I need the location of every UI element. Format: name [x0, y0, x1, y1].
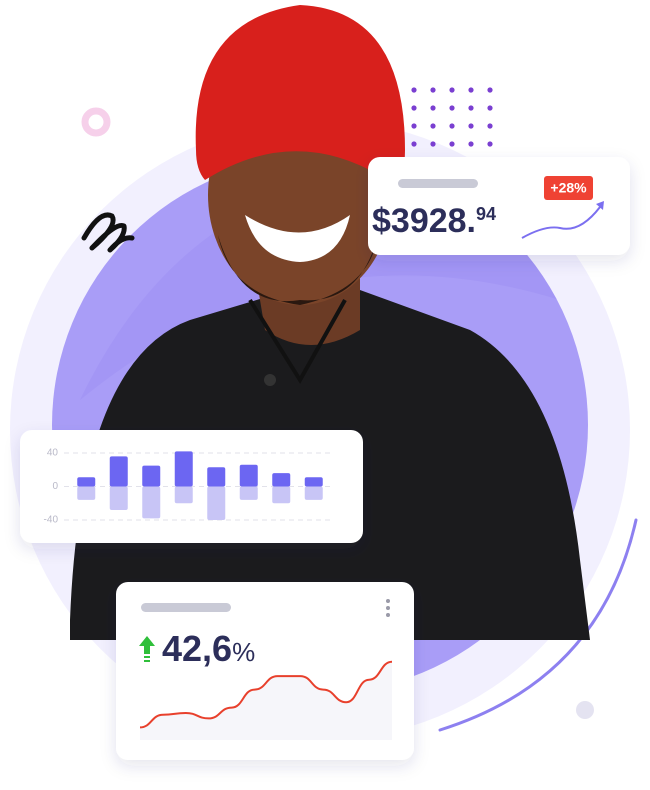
bar [174, 486, 193, 504]
trend-arrow [596, 201, 604, 210]
amount: $3928.94 [372, 202, 496, 240]
dot [411, 87, 417, 93]
dot-grid [411, 87, 493, 147]
dot [468, 105, 474, 111]
dot [411, 141, 417, 147]
area [140, 661, 392, 740]
dot-deco [576, 701, 594, 719]
bar [272, 473, 291, 487]
bar [109, 456, 128, 487]
bar [239, 464, 258, 487]
trend-line [521, 206, 601, 239]
dot [468, 141, 474, 147]
placeholder-bar [141, 603, 231, 612]
bar [304, 486, 323, 500]
dot [449, 105, 455, 111]
dot [430, 105, 436, 111]
dot [468, 123, 474, 129]
dot [411, 105, 417, 111]
bar [142, 465, 161, 487]
dot [411, 123, 417, 129]
bar [142, 486, 161, 519]
bar [304, 477, 323, 487]
bar [77, 486, 96, 500]
bar [272, 486, 291, 504]
squiggle [81, 212, 135, 253]
y-tick-label: 0 [52, 481, 58, 492]
ring-deco [81, 107, 111, 137]
y-tick-label: 40 [47, 448, 59, 459]
bar [77, 477, 96, 487]
bar [109, 486, 128, 510]
bar [174, 451, 193, 487]
dot [449, 141, 455, 147]
line [139, 660, 393, 729]
bar [207, 486, 226, 520]
up-arrow [139, 636, 155, 662]
dot [487, 141, 493, 147]
dot [449, 87, 455, 93]
dot [430, 141, 436, 147]
badge-text: +28% [550, 180, 587, 196]
dot [468, 87, 474, 93]
dot [430, 87, 436, 93]
bar [207, 467, 226, 487]
dot [449, 123, 455, 129]
arc [438, 518, 638, 732]
dot [487, 105, 493, 111]
dot [430, 123, 436, 129]
badge [544, 176, 593, 200]
menu-dots[interactable] [386, 599, 390, 617]
bar [239, 486, 258, 500]
dot [487, 87, 493, 93]
placeholder-bar [398, 179, 478, 188]
y-tick-label: -40 [44, 515, 59, 526]
dot [487, 123, 493, 129]
growth-value: 42,6% [162, 628, 255, 669]
